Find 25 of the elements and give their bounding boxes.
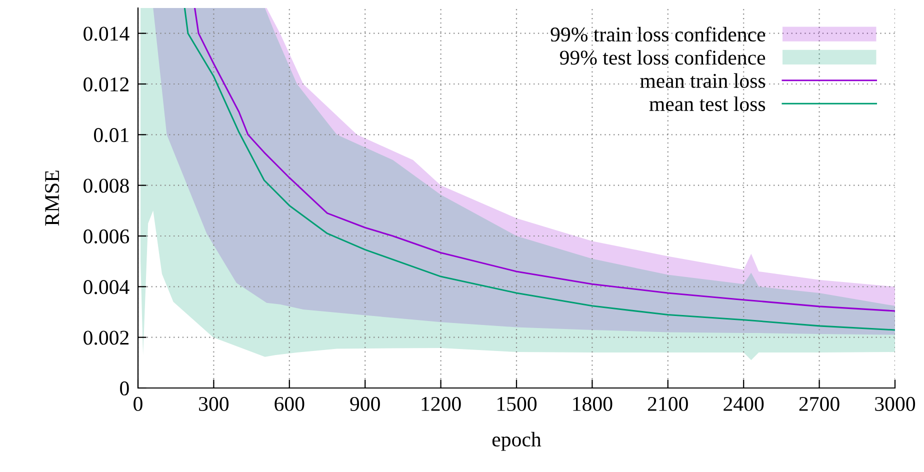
y-tick-label: 0 bbox=[120, 381, 129, 396]
y-tick-label: 0.012 bbox=[84, 77, 129, 92]
legend-label: mean train loss bbox=[640, 73, 766, 88]
y-tick-label: 0.008 bbox=[84, 178, 129, 193]
x-tick-label: 300 bbox=[199, 396, 229, 411]
y-axis-title: RMSE bbox=[45, 170, 60, 226]
y-tick-label: 0.01 bbox=[94, 128, 128, 142]
legend-label: mean test loss bbox=[649, 96, 766, 112]
x-tick-label: 2700 bbox=[799, 396, 840, 411]
y-tick-label: 0.006 bbox=[84, 229, 130, 244]
legend-label: 99% test loss confidence bbox=[560, 50, 766, 65]
x-tick-label: 1800 bbox=[573, 396, 612, 411]
x-tick-label: 900 bbox=[350, 396, 380, 411]
x-tick-label: 1500 bbox=[498, 396, 537, 411]
y-tick-label: 0.002 bbox=[84, 330, 129, 345]
y-tick-label: 0.004 bbox=[84, 280, 130, 294]
x-tick-label: 0 bbox=[134, 396, 142, 411]
y-tick-label: 0.014 bbox=[84, 26, 130, 41]
x-tick-label: 2100 bbox=[648, 396, 688, 411]
x-tick-label: 1200 bbox=[422, 396, 461, 411]
x-axis-title: epoch bbox=[492, 432, 542, 451]
x-tick-label: 2400 bbox=[724, 396, 764, 411]
x-tick-label: 600 bbox=[274, 396, 304, 411]
x-tick-label: 3000 bbox=[875, 396, 916, 411]
legend-label: 99% train loss confidence bbox=[550, 26, 766, 42]
